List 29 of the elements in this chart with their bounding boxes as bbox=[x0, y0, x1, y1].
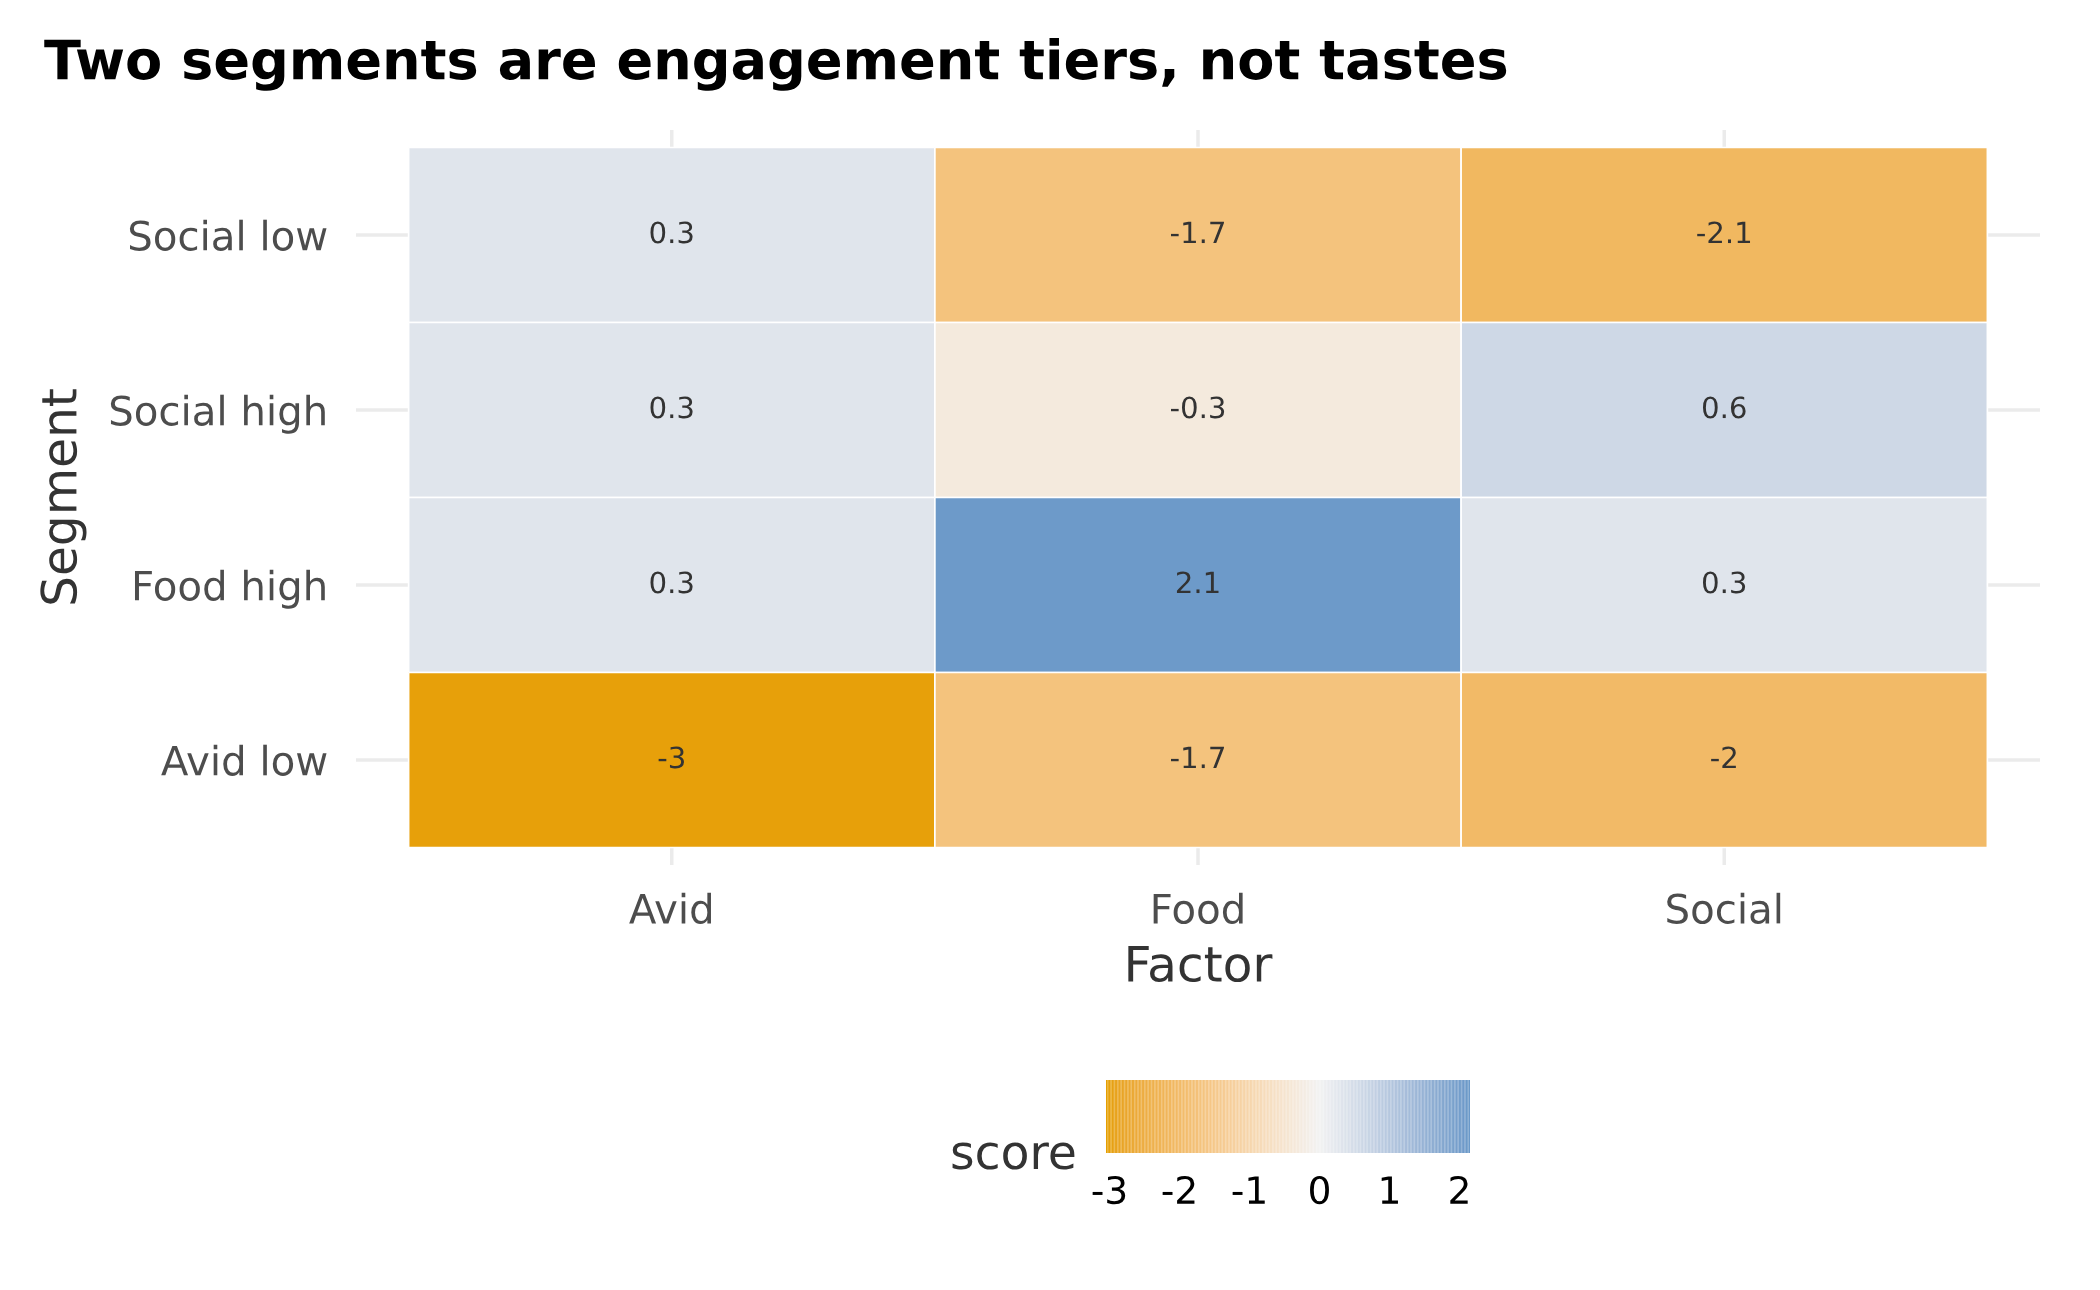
color-bar-label: -1 bbox=[1232, 1176, 1265, 1204]
color-bar-label: 2 bbox=[1450, 1175, 1468, 1204]
y-tick-label: Food high bbox=[135, 569, 325, 609]
x-axis-title: Factor bbox=[1128, 945, 1273, 983]
data-label: -3 bbox=[658, 746, 684, 769]
color-bar-label: -3 bbox=[1092, 1175, 1126, 1205]
y-tick-label: Avid low bbox=[161, 744, 327, 776]
data-label: 0.6 bbox=[1702, 396, 1746, 419]
color-bar-label: 1 bbox=[1381, 1176, 1398, 1204]
x-tick-label: Avid bbox=[629, 892, 711, 924]
y-tick-label: Social low bbox=[129, 219, 327, 251]
x-tick-label: Food bbox=[1153, 892, 1243, 924]
data-label: -2.1 bbox=[1697, 221, 1751, 244]
data-label: 0.3 bbox=[650, 221, 693, 244]
data-label: 0.3 bbox=[650, 396, 693, 419]
chart-title: Two segments are engagement tiers, not tastes bbox=[44, 38, 1507, 91]
color-bar-title: score bbox=[952, 1142, 1075, 1170]
data-label: -0.3 bbox=[1170, 396, 1225, 419]
data-label: 2.1 bbox=[1176, 571, 1219, 594]
data-label: -1.7 bbox=[1170, 746, 1224, 769]
color-bar-label: 0 bbox=[1310, 1175, 1329, 1205]
x-tick-label: Social bbox=[1667, 892, 1781, 924]
data-label: -1.7 bbox=[1170, 221, 1224, 244]
y-axis-title: Segment bbox=[40, 389, 87, 604]
data-label: 0.3 bbox=[1702, 571, 1746, 594]
data-label: -2 bbox=[1711, 746, 1736, 769]
y-tick-label: Social high bbox=[110, 394, 325, 434]
data-label: 0.3 bbox=[650, 571, 693, 594]
color-bar-label: -2 bbox=[1162, 1175, 1195, 1204]
